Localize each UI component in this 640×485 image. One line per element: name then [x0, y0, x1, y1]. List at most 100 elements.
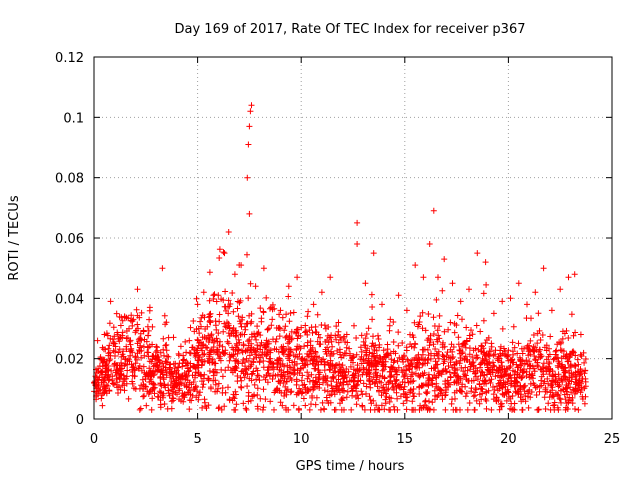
- data-point: [405, 358, 412, 364]
- data-point: [560, 348, 567, 355]
- data-point: [514, 389, 521, 396]
- data-point: [192, 352, 199, 359]
- data-point: [304, 386, 311, 392]
- axis-ticks: 0 0.02 0.04 0.06 0.08 0.1 0.12 0 5 10 15 20 25: [55, 51, 620, 447]
- data-point: [225, 229, 232, 235]
- data-point: [221, 250, 228, 257]
- data-point: [164, 405, 171, 412]
- data-point: [476, 400, 483, 407]
- data-point: [268, 304, 275, 311]
- data-point: [103, 387, 109, 394]
- data-point: [473, 397, 480, 404]
- data-point: [386, 322, 393, 329]
- data-point: [239, 368, 246, 374]
- data-point: [215, 292, 222, 299]
- data-point: [560, 364, 566, 371]
- data-point: [206, 269, 213, 276]
- data-point: [245, 338, 251, 345]
- data-point: [459, 316, 465, 323]
- data-point: [484, 360, 491, 367]
- data-point: [544, 388, 550, 395]
- data-point: [250, 359, 257, 366]
- data-point: [391, 357, 398, 364]
- data-point: [517, 394, 524, 401]
- data-point: [137, 405, 144, 412]
- data-point: [147, 376, 154, 383]
- data-point: [311, 354, 318, 361]
- data-point: [237, 320, 244, 327]
- data-point: [557, 387, 564, 394]
- data-point: [510, 323, 517, 330]
- data-point: [466, 286, 472, 293]
- data-point: [116, 370, 123, 377]
- data-point: [350, 353, 357, 360]
- data-point: [384, 386, 390, 393]
- data-point: [447, 373, 454, 380]
- data-point: [412, 363, 419, 370]
- data-point: [550, 356, 557, 363]
- data-point: [321, 387, 328, 394]
- data-point: [472, 389, 478, 396]
- data-point: [406, 366, 413, 373]
- data-point: [153, 361, 160, 368]
- data-point: [195, 364, 202, 371]
- data-point: [526, 358, 533, 365]
- data-point: [366, 378, 373, 385]
- data-point: [230, 391, 237, 398]
- data-point: [470, 393, 477, 400]
- data-point: [277, 380, 284, 387]
- data-point: [203, 344, 209, 351]
- data-point: [540, 360, 547, 367]
- data-point: [327, 367, 334, 374]
- data-point: [358, 388, 365, 395]
- data-point: [370, 333, 376, 340]
- data-point: [136, 406, 143, 413]
- data-point: [237, 374, 244, 381]
- data-point: [225, 384, 231, 391]
- grid: [94, 57, 612, 419]
- data-point: [415, 360, 422, 367]
- data-point: [430, 314, 437, 321]
- data-point: [229, 290, 236, 296]
- data-point: [433, 383, 440, 390]
- data-point: [371, 346, 378, 353]
- data-point: [183, 349, 190, 356]
- data-point: [279, 349, 286, 356]
- data-point: [419, 309, 426, 316]
- data-point: [572, 352, 579, 359]
- data-point: [546, 371, 553, 378]
- data-point: [350, 359, 356, 366]
- data-point: [407, 331, 413, 338]
- data-point: [545, 400, 552, 407]
- data-point: [314, 311, 321, 318]
- data-point: [294, 326, 301, 333]
- data-point: [317, 334, 323, 341]
- data-point: [125, 315, 132, 322]
- data-point: [442, 392, 448, 399]
- data-point: [562, 353, 569, 360]
- data-point: [212, 318, 219, 325]
- data-point: [452, 395, 458, 402]
- data-point: [231, 406, 238, 413]
- data-point: [180, 352, 187, 359]
- data-point: [146, 316, 153, 323]
- data-point: [388, 356, 395, 363]
- data-point: [182, 338, 189, 345]
- data-point: [378, 402, 385, 409]
- data-point: [190, 379, 197, 385]
- data-point: [216, 404, 223, 411]
- data-point: [535, 406, 542, 413]
- data-point: [200, 289, 207, 296]
- data-point: [503, 397, 510, 404]
- data-point: [160, 335, 167, 342]
- data-point: [191, 386, 198, 392]
- data-point: [215, 385, 221, 392]
- data-point: [192, 372, 199, 379]
- data-point: [126, 338, 133, 345]
- data-point: [98, 379, 105, 386]
- data-point: [235, 336, 242, 343]
- data-point: [335, 319, 342, 326]
- data-point: [255, 352, 262, 359]
- data-point: [294, 370, 301, 376]
- data-point: [363, 383, 370, 390]
